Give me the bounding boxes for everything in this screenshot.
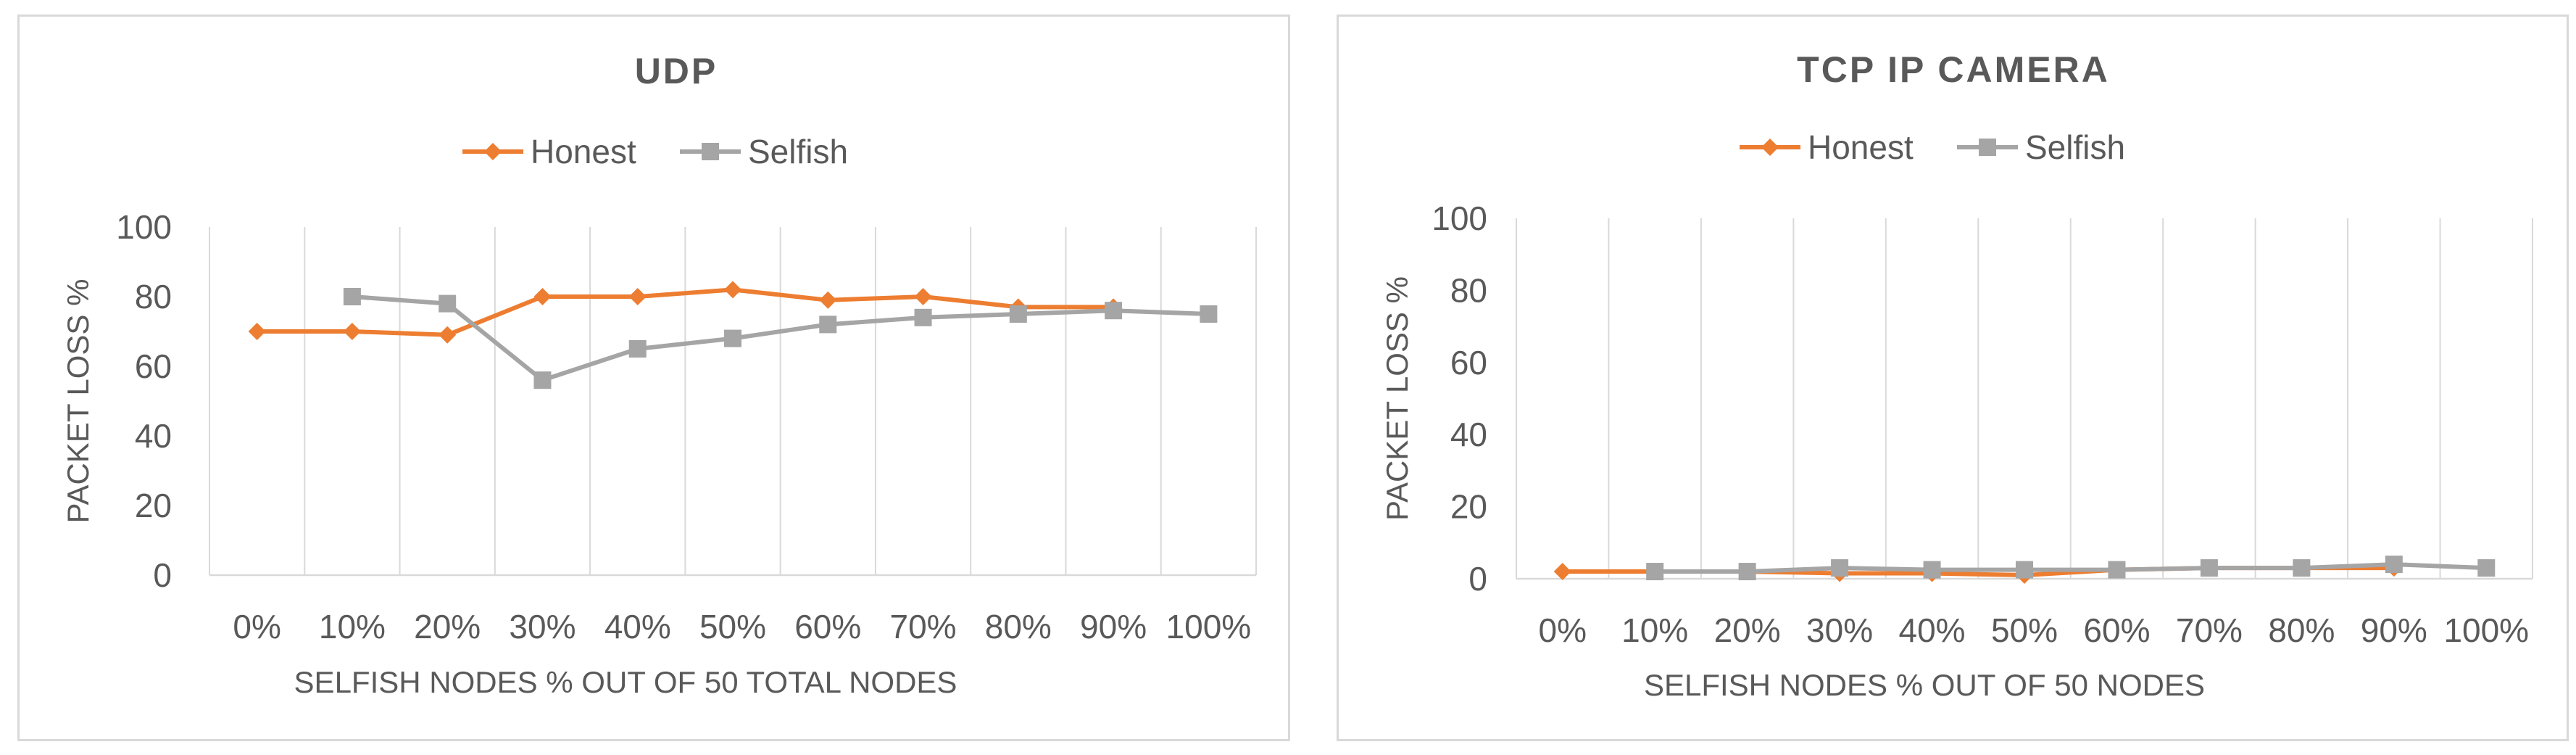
x-tick-label: 90% bbox=[1080, 608, 1147, 645]
x-tick-label: 30% bbox=[509, 608, 576, 645]
x-tick-label: 80% bbox=[985, 608, 1052, 645]
y-tick-label: 100 bbox=[1432, 199, 1487, 237]
data-point-honest bbox=[819, 291, 837, 309]
data-point-selfish bbox=[439, 294, 457, 313]
data-point-honest bbox=[914, 288, 932, 305]
data-point-selfish bbox=[2385, 556, 2403, 574]
data-point-honest bbox=[343, 323, 361, 340]
data-point-honest bbox=[533, 288, 552, 305]
x-tick-label: 50% bbox=[1991, 611, 2058, 649]
data-point-selfish bbox=[533, 371, 552, 389]
data-point-selfish bbox=[914, 308, 932, 326]
legend-marker-selfish bbox=[702, 143, 719, 160]
tcp-ip-camera-chart: TCP IP CAMERA Honest Selfish 0 20 40 60 80 100 0%… bbox=[1380, 49, 2533, 702]
y-tick-label: 40 bbox=[1450, 416, 1487, 453]
data-point-selfish bbox=[2200, 559, 2218, 577]
x-tick-label: 80% bbox=[2268, 611, 2335, 649]
series-line-selfish bbox=[352, 294, 1209, 383]
x-tick-label: 50% bbox=[699, 608, 766, 645]
x-tick-label: 20% bbox=[414, 608, 481, 645]
y-tick-label: 20 bbox=[1450, 488, 1487, 526]
x-tick-label: 70% bbox=[890, 608, 957, 645]
x-tick-label: 90% bbox=[2361, 611, 2427, 649]
x-tick-label: 0% bbox=[1538, 611, 1586, 649]
legend-label-honest: Honest bbox=[531, 133, 636, 170]
x-tick-label: 100% bbox=[1166, 608, 1252, 645]
x-axis-title: SELFISH NODES % OUT OF 50 TOTAL NODES bbox=[294, 665, 957, 699]
tcp-ip-camera-chart-panel: TCP IP CAMERA Honest Selfish 0 20 40 60 80 100 0%… bbox=[1337, 15, 2569, 741]
data-point-selfish bbox=[2016, 561, 2033, 579]
x-tick-label: 40% bbox=[1899, 611, 1966, 649]
y-tick-label: 0 bbox=[153, 556, 172, 594]
series-selfish bbox=[343, 288, 1218, 389]
x-tick-label: 10% bbox=[1621, 611, 1688, 649]
x-tick-label: 70% bbox=[2176, 611, 2243, 649]
legend-marker-honest bbox=[1761, 139, 1779, 156]
data-point-selfish bbox=[343, 288, 361, 305]
x-tick-label: 20% bbox=[1714, 611, 1781, 649]
data-point-selfish bbox=[819, 315, 837, 334]
x-tick-label: 10% bbox=[319, 608, 386, 645]
data-point-selfish bbox=[2293, 559, 2311, 577]
series-line-selfish bbox=[1655, 562, 2487, 574]
data-point-selfish bbox=[1646, 563, 1664, 581]
y-tick-label: 0 bbox=[1468, 560, 1487, 598]
data-point-selfish bbox=[1738, 563, 1756, 581]
x-tick-label: 60% bbox=[2083, 611, 2150, 649]
legend-item-selfish: Selfish bbox=[1957, 128, 2125, 166]
data-point-honest bbox=[724, 281, 741, 299]
data-point-selfish bbox=[1009, 305, 1027, 323]
data-point-selfish bbox=[1105, 302, 1123, 320]
x-tick-label: 0% bbox=[233, 608, 281, 645]
x-tick-label: 40% bbox=[604, 608, 671, 645]
series-line-honest bbox=[257, 287, 1114, 337]
data-point-honest bbox=[1553, 563, 1571, 581]
data-point-selfish bbox=[724, 329, 741, 347]
data-point-selfish bbox=[2477, 559, 2496, 577]
data-point-honest bbox=[248, 323, 266, 340]
y-tick-label: 60 bbox=[1450, 344, 1487, 381]
legend-label-honest: Honest bbox=[1808, 128, 1914, 166]
legend-item-honest: Honest bbox=[462, 133, 636, 170]
chart-title: UDP bbox=[635, 51, 718, 91]
y-axis-title: PACKET LOSS % bbox=[1380, 276, 1414, 521]
y-tick-label: 100 bbox=[116, 208, 172, 246]
data-point-selfish bbox=[1831, 559, 1849, 577]
y-tick-label: 80 bbox=[135, 278, 172, 315]
data-point-selfish bbox=[628, 340, 647, 358]
chart-title: TCP IP CAMERA bbox=[1797, 49, 2110, 90]
x-tick-label: 30% bbox=[1806, 611, 1873, 649]
udp-chart-panel: UDP Honest Selfish 0 20 40 60 80 100 0% 10% 20% 30% 4… bbox=[17, 15, 1290, 741]
x-tick-label: 100% bbox=[2443, 611, 2529, 649]
legend-item-honest: Honest bbox=[1740, 128, 1914, 166]
udp-chart: UDP Honest Selfish 0 20 40 60 80 100 0% 10% 20% 30% 4… bbox=[61, 51, 1257, 699]
y-tick-label: 80 bbox=[1450, 271, 1487, 309]
legend-label-selfish: Selfish bbox=[748, 133, 848, 170]
y-tick-label: 20 bbox=[135, 487, 172, 524]
series-selfish bbox=[1646, 556, 2496, 581]
y-tick-label: 60 bbox=[135, 347, 172, 385]
legend-marker-selfish bbox=[1979, 139, 1996, 156]
legend-label-selfish: Selfish bbox=[2025, 128, 2125, 166]
legend-marker-honest bbox=[484, 143, 502, 160]
legend-item-selfish: Selfish bbox=[680, 133, 848, 170]
y-tick-label: 40 bbox=[135, 417, 172, 455]
data-point-selfish bbox=[1200, 305, 1218, 323]
data-point-honest bbox=[628, 288, 647, 305]
x-tick-label: 60% bbox=[794, 608, 861, 645]
data-point-selfish bbox=[1923, 561, 1941, 579]
data-point-honest bbox=[439, 326, 457, 344]
y-axis-title: PACKET LOSS % bbox=[61, 279, 95, 524]
data-point-selfish bbox=[2108, 561, 2126, 579]
x-axis-title: SELFISH NODES % OUT OF 50 NODES bbox=[1644, 668, 2205, 702]
